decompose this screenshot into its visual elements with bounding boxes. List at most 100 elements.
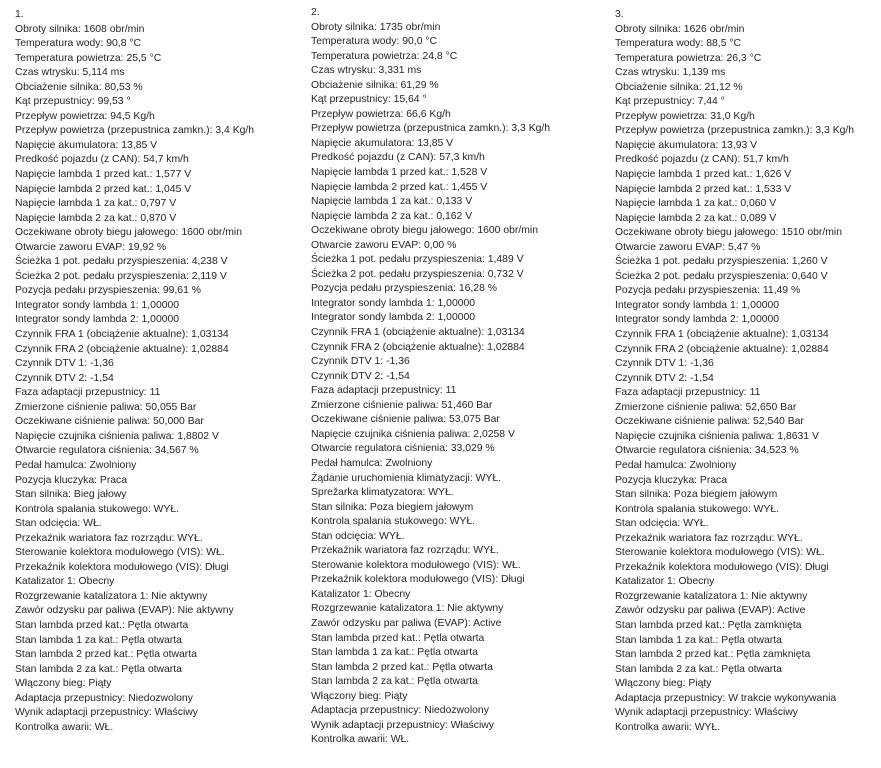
parameter-line: Czynnik FRA 2 (obciążenie aktualne): 1,0… [15,343,229,355]
parameter-line: Czynnik DTV 2: -1,54 [615,372,714,384]
parameter-line: Napięcie lambda 1 za kat.: 0,797 V [15,198,177,210]
parameter-line: Oczekiwane obroty biegu jałowego: 1600 o… [311,225,538,237]
parameter-line: Predkość pojazdu (z CAN): 57,3 km/h [311,152,485,164]
parameter-line: Kontrolka awarii: WŁ. [15,721,114,733]
parameter-line: Kontrola spalania stukowego: WYŁ. [615,503,780,515]
parameter-line: Obroty silnika: 1608 obr/min [15,23,145,35]
parameter-line: Obciażenie silnika: 61,29 % [311,79,439,91]
parameter-line: Stan lambda 1 za kat.: Pętla otwarta [311,647,478,659]
parameter-line: Rozgrzewanie katalizatora 1: Nie aktywny [615,590,808,602]
parameter-line: Adaptacja przepustnicy: Niedozwolony [15,692,193,704]
parameter-line: Otwarcie zaworu EVAP: 19,92 % [15,241,167,253]
parameter-line: Otwarcie zaworu EVAP: 5,47 % [615,241,761,253]
parameter-line: Oczekiwane obroty biegu jałowego: 1510 o… [615,227,842,239]
parameter-line: Temperatura powietrza: 24,8 °C [311,50,458,62]
parameter-line: Obciażenie silnika: 80,53 % [15,81,143,93]
parameter-line: Stan lambda przed kat.: Pętla otwarta [15,619,189,631]
parameter-line: Czynnik FRA 2 (obciążenie aktualne): 1,0… [311,341,525,353]
parameter-line: Stan lambda 2 za kat.: Pętla otwarta [311,676,478,688]
parameter-line: Otwarcie regulatora ciśnienia: 34,523 % [615,445,799,457]
parameter-line: Rozgrzewanie katalizatora 1: Nie aktywny [15,590,208,602]
parameter-line: Przekaźnik wariatora faz rozrządu: WYŁ. [615,532,803,544]
parameter-line: Przekaźnik kolektora modułowego (VIS): D… [615,561,829,573]
parameter-line: Czynnik FRA 1 (obciążenie aktualne): 1,0… [15,329,229,341]
parameter-line: Stan lambda 1 za kat.: Pętla otwarta [615,634,782,646]
parameter-line: Przepływ powietrza (przepustnica zamkn.)… [615,125,855,137]
parameter-line: Napięcie lambda 1 przed kat.: 1,577 V [15,169,192,181]
parameter-line: Włączony bieg: Piąty [15,678,112,690]
parameter-line: Predkość pojazdu (z CAN): 54,7 km/h [15,154,189,166]
parameter-line: Temperatura wody: 88,5 °C [615,38,742,50]
parameter-line: Zmierzone ciśnienie paliwa: 52,650 Bar [615,401,797,413]
parameter-line: Napięcie czujnika ciśnienia paliwa: 1,86… [615,430,819,442]
parameter-line: Przekaźnik kolektora modułowego (VIS): D… [15,561,229,573]
parameter-line: Napięcie lambda 1 za kat.: 0,060 V [615,198,777,210]
parameter-line: Wynik adaptacji przepustnicy: Właściwy [15,707,198,719]
parameter-line: Pedał hamulca: Zwolniony [615,459,737,471]
parameter-line: Sprežarka klimatyzatora: WYŁ. [311,487,454,499]
parameter-line: Kontrolka awarii: WŁ. [311,734,410,746]
parameter-line: Obciażenie silnika: 21,12 % [615,81,743,93]
parameter-line: Napięcie akumulatora: 13,85 V [311,137,454,149]
parameter-line: Katalizator 1: Obecny [615,576,715,588]
parameter-line: Stan lambda 2 przed kat.: Pętla zamknięt… [615,649,811,661]
parameter-line: Czynnik FRA 2 (obciążenie aktualne): 1,0… [615,343,829,355]
parameter-line: Stan lambda przed kat.: Pętla zamknięta [615,619,802,631]
parameter-line: Stan lambda 2 przed kat.: Pętla otwarta [311,661,493,673]
parameter-line: Oczekiwane obroty biegu jałowego: 1600 o… [15,227,242,239]
parameter-line: Stan lambda 2 za kat.: Pętla otwarta [615,663,782,675]
parameter-line: Pozycja pedału przyspieszenia: 11,49 % [615,285,801,297]
parameter-line: Stan silnika: Poza biegiem jałowym [311,501,474,513]
parameter-line: Integrator sondy lambda 2: 1,00000 [311,312,476,324]
parameter-line: Integrator sondy lambda 1: 1,00000 [311,297,476,309]
parameter-line: Pozycja kluczyka: Praca [15,474,128,486]
parameter-line: Pedał hamulca: Zwolniony [311,457,433,469]
parameter-line: Rozgrzewanie katalizatora 1: Nie aktywny [311,603,504,615]
parameter-line: Przepływ powietrza: 94,5 Kg/h [15,110,155,122]
parameter-line: Otwarcie zaworu EVAP: 0,00 % [311,239,457,251]
parameter-line: Ścieżka 2 pot. pedału przyspieszenia: 0,… [615,270,828,282]
parameter-line: Obroty silnika: 1626 obr/min [615,23,745,35]
parameter-line: Stan lambda przed kat.: Pętla otwarta [311,632,485,644]
parameter-line: Przekaźnik wariatora faz rozrządu: WYŁ. [311,545,499,557]
parameter-line: Stan lambda 2 za kat.: Pętla otwarta [15,663,182,675]
parameter-line: Oczekiwane ciśnienie paliwa: 52,540 Bar [615,416,804,428]
parameter-line: Faza adaptacji przepustnicy: 11 [311,385,457,397]
parameter-line: Integrator sondy lambda 1: 1,00000 [615,299,780,311]
parameter-line: Napięcie lambda 1 za kat.: 0,133 V [311,196,473,208]
parameter-line: Predkość pojazdu (z CAN): 51,7 km/h [615,154,789,166]
parameter-line: Zawór odzysku par paliwa (EVAP): Active [615,605,806,617]
parameter-line: Wynik adaptacji przepustnicy: Właściwy [615,707,798,719]
parameter-line: Stan lambda 2 przed kat.: Pętla otwarta [15,649,197,661]
parameter-line: Oczekiwane ciśnienie paliwa: 50,000 Bar [15,416,204,428]
parameter-line: Napięcie czujnika ciśnienia paliwa: 1,88… [15,430,219,442]
parameter-line: Stan silnika: Poza biegiem jałowym [615,489,778,501]
parameter-line: Czynnik DTV 1: -1,36 [311,356,410,368]
parameter-line: Napięcie lambda 1 przed kat.: 1,626 V [615,169,792,181]
parameter-line: Przepływ powietrza: 31,0 Kg/h [615,110,755,122]
parameter-line: Stan odcięcia: WŁ. [15,518,102,530]
parameter-line: Czynnik DTV 2: -1,54 [15,372,114,384]
parameter-line: Integrator sondy lambda 1: 1,00000 [15,299,180,311]
parameter-line: Ścieżka 2 pot. pedału przyspieszenia: 2,… [15,270,227,282]
parameter-line: Czas wtrysku: 1,139 ms [615,67,726,79]
parameter-line: Napięcie lambda 2 przed kat.: 1,045 V [15,183,192,195]
parameter-line: Napięcie lambda 2 przed kat.: 1,533 V [615,183,792,195]
parameter-line: Czynnik DTV 2: -1,54 [311,370,410,382]
parameter-line: Sterowanie kolektora modułowego (VIS): W… [15,547,225,559]
parameter-line: Integrator sondy lambda 2: 1,00000 [615,314,780,326]
parameter-line: Przepływ powietrza (przepustnica zamkn.)… [15,125,255,137]
parameter-line: Sterowanie kolektora modułowego (VIS): W… [311,559,521,571]
parameter-line: Wynik adaptacji przepustnicy: Właściwy [311,719,494,731]
parameter-line: Napięcie lambda 2 za kat.: 0,089 V [615,212,777,224]
parameter-line: Napięcie lambda 1 przed kat.: 1,528 V [311,167,488,179]
parameter-line: Ścieżka 1 pot. pedału przyspieszenia: 1,… [615,256,828,268]
parameter-line: Zawór odzysku par paliwa (EVAP): Nie akt… [15,605,234,617]
parameter-line: Napięcie akumulatora: 13,85 V [15,139,158,151]
parameter-line: Zmierzone ciśnienie paliwa: 50,055 Bar [15,401,197,413]
parameter-line: Adaptacja przepustnicy: Niedozwolony [311,705,489,717]
parameter-line: Stan lambda 1 za kat.: Pętla otwarta [15,634,182,646]
parameter-line: Faza adaptacji przepustnicy: 11 [15,387,161,399]
parameter-line: Katalizator 1: Obecny [311,588,411,600]
parameter-line: Pedał hamulca: Zwolniony [15,459,137,471]
